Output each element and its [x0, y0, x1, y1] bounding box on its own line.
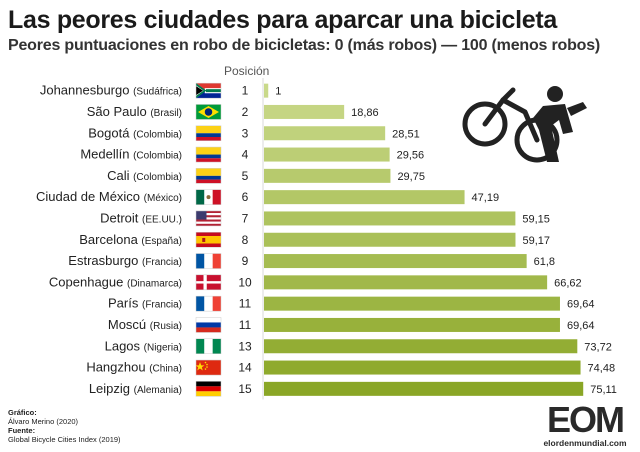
position-label: 10 [238, 275, 252, 289]
value-label: 29,75 [397, 171, 425, 183]
grafico-value: Álvaro Merino (2020) [8, 417, 79, 426]
value-label: 75,11 [590, 384, 617, 396]
value-label: 69,64 [567, 299, 595, 311]
fuente-label: Fuente: [8, 426, 36, 435]
position-label: 11 [239, 297, 252, 311]
city-label: París (Francia) [108, 296, 182, 311]
flag-dk-icon [195, 274, 222, 291]
bar [264, 83, 269, 98]
bar [264, 211, 516, 226]
bar [264, 254, 527, 269]
chart-subtitle: Peores puntuaciones en robo de bicicleta… [8, 37, 601, 54]
flag-za-icon [195, 82, 222, 99]
position-label: 14 [238, 361, 252, 375]
bar [264, 232, 516, 247]
value-label: 28,51 [392, 128, 420, 140]
position-label: 9 [242, 254, 249, 268]
credits: Gráfico: Álvaro Merino (2020) Fuente: Gl… [8, 408, 121, 444]
bar [264, 317, 560, 332]
bar [264, 339, 578, 354]
position-label: 11 [239, 318, 252, 332]
city-label: Lagos (Nigeria) [105, 338, 182, 353]
city-label: Johannesburgo (Sudáfrica) [40, 83, 182, 98]
city-label: Ciudad de México (México) [36, 189, 182, 204]
city-label: Cali (Colombia) [107, 168, 182, 183]
bar [264, 190, 465, 205]
bar [264, 381, 584, 396]
bar [264, 147, 390, 162]
flag-cn-icon [195, 359, 222, 376]
value-label: 69,64 [567, 320, 595, 332]
position-label: 2 [242, 105, 249, 119]
grafico-label: Gráfico: [8, 408, 37, 417]
value-label: 66,62 [554, 277, 582, 289]
flag-ng-icon [195, 338, 222, 354]
value-label: 74,48 [588, 363, 616, 375]
city-label: Hangzhou (China) [86, 360, 182, 375]
position-label: 3 [242, 126, 249, 140]
city-label: São Paulo (Brasil) [87, 104, 182, 119]
position-label: 8 [242, 233, 249, 247]
bar [264, 275, 548, 290]
flag-mx-icon [195, 189, 222, 205]
flag-us-icon [195, 210, 222, 227]
bar [264, 168, 391, 183]
chart-title: Las peores ciudades para aparcar una bic… [8, 6, 557, 34]
value-label: 18,86 [351, 107, 379, 119]
bike-thief-icon [462, 86, 587, 163]
bar [264, 360, 581, 375]
position-label: 1 [242, 84, 249, 98]
city-label: Estrasburgo (Francia) [68, 253, 182, 268]
position-label: 7 [242, 211, 249, 225]
value-label: 1 [275, 86, 281, 98]
value-label: 61,8 [534, 256, 555, 268]
city-label: Bogotá (Colombia) [88, 125, 182, 140]
position-label: 6 [242, 190, 249, 204]
flag-co-icon [195, 146, 222, 163]
bar [264, 104, 345, 119]
position-label: 5 [242, 169, 249, 183]
position-header: Posición [224, 64, 270, 78]
flag-de-icon [195, 381, 222, 397]
brand-logo: EOM elordenmundial.com [536, 399, 634, 449]
flag-fr-icon [195, 253, 222, 269]
value-label: 29,56 [397, 150, 425, 162]
value-label: 59,17 [522, 235, 550, 247]
position-label: 15 [238, 382, 252, 396]
position-label: 13 [238, 339, 252, 353]
flag-co-icon [195, 125, 222, 141]
city-label: Medellín (Colombia) [80, 147, 182, 162]
city-label: Moscú (Rusia) [108, 317, 182, 332]
position-label: 4 [242, 148, 249, 162]
bar [264, 126, 386, 141]
bar [264, 296, 560, 311]
city-label: Leipzig (Alemania) [89, 381, 182, 396]
value-label: 73,72 [584, 341, 612, 353]
city-label: Copenhague (Dinamarca) [49, 274, 182, 289]
logo-text: EOM [546, 399, 625, 440]
flag-ru-icon [195, 317, 222, 333]
city-label: Barcelona (España) [79, 232, 182, 247]
flag-fr-icon [195, 295, 222, 312]
value-label: 47,19 [472, 192, 500, 204]
flag-es-icon [195, 232, 222, 248]
flag-br-icon [195, 104, 222, 120]
flag-co-icon [195, 168, 222, 184]
value-label: 59,15 [522, 213, 550, 225]
logo-site: elordenmundial.com [543, 438, 627, 448]
city-label: Detroit (EE.UU.) [100, 210, 182, 225]
fuente-value: Global Bicycle Cities Index (2019) [8, 435, 121, 444]
